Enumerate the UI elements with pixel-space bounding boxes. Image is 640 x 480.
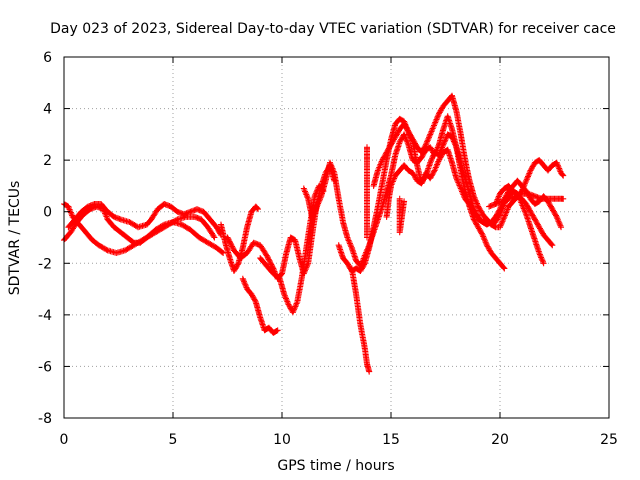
y-tick-label: 6: [43, 50, 52, 66]
chart-title: Day 023 of 2023, Sidereal Day-to-day VTE…: [50, 21, 616, 37]
series-track-8: [300, 113, 508, 272]
plot-frame: [63, 56, 610, 419]
x-tick-label: 15: [382, 432, 400, 448]
series-markers: [218, 203, 262, 274]
y-tick-label: -2: [38, 256, 52, 272]
series-markers: [364, 144, 371, 241]
series-markers: [239, 275, 281, 336]
series-track-16: [396, 195, 408, 236]
series-track-7: [257, 182, 327, 316]
y-tick-label: -4: [38, 308, 52, 324]
y-axis-label: SDTVAR / TECUs: [7, 181, 23, 296]
y-tick-label: 4: [43, 102, 52, 118]
x-tick-label: 5: [169, 432, 178, 448]
grid: [64, 57, 609, 418]
data-points: [61, 92, 567, 375]
series-track-3: [65, 201, 224, 238]
y-tick-label: -8: [38, 411, 52, 427]
series-markers: [396, 195, 408, 236]
series-markers: [300, 113, 508, 272]
series-markers: [257, 182, 327, 316]
tick-marks: [63, 56, 610, 419]
series-markers: [348, 265, 373, 375]
series-markers: [486, 190, 567, 210]
series-track-4: [218, 203, 262, 274]
x-axis-label: GPS time / hours: [277, 458, 394, 474]
x-tick-label: 20: [491, 432, 509, 448]
y-tick-label: 2: [43, 153, 52, 169]
y-tick-label: -6: [38, 359, 52, 375]
x-tick-label: 0: [60, 432, 69, 448]
series-markers: [65, 201, 224, 238]
x-tick-label: 25: [600, 432, 618, 448]
x-tick-label: 10: [273, 432, 291, 448]
y-tick-label: 0: [43, 205, 52, 221]
y-tick-labels: -8 -6 -4 -2 0 2 4 6: [38, 50, 52, 427]
series-markers: [224, 162, 338, 282]
series-track-14: [486, 190, 567, 210]
series-track-6: [239, 275, 281, 336]
series-track-15: [364, 144, 371, 241]
series-track-5: [224, 162, 338, 282]
x-tick-labels: 0 5 10 15 20 25: [60, 432, 618, 448]
series-track-9: [348, 265, 373, 375]
